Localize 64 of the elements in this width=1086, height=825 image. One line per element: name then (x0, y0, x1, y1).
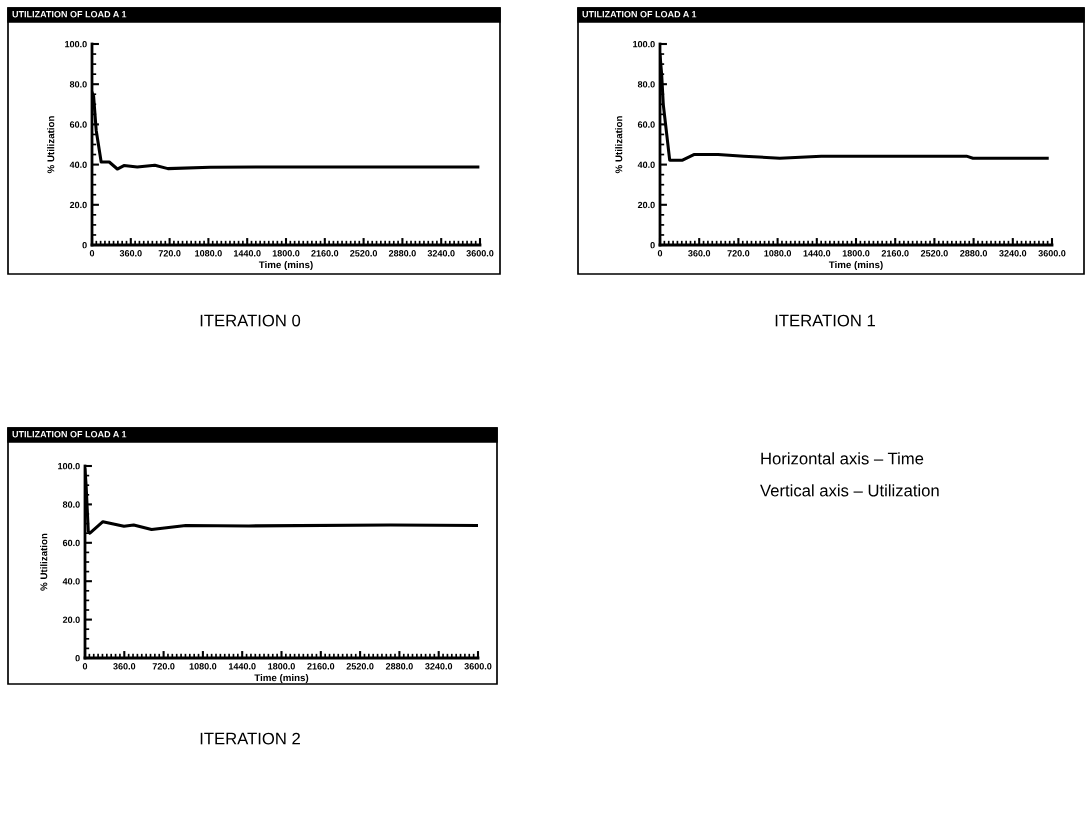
y-tick-label: 100.0 (58, 462, 80, 470)
y-tick-label: 20.0 (637, 201, 655, 209)
chart-title: UTILIZATION OF LOAD A 1 (582, 11, 697, 18)
x-tick-label: 1080.0 (764, 250, 792, 257)
y-tick-label: 100.0 (65, 40, 87, 48)
y-tick-label: 0 (75, 654, 80, 662)
x-tick-label: 720.0 (152, 663, 175, 670)
x-tick-label: 3600.0 (466, 250, 494, 257)
x-tick-label: 3240.0 (427, 250, 455, 257)
y-tick-label: 60.0 (637, 121, 655, 128)
x-tick-label: 1800.0 (272, 250, 300, 257)
x-tick-label: 2520.0 (350, 250, 378, 257)
y-tick-label: 20.0 (62, 616, 80, 623)
y-tick-label: 40.0 (637, 161, 655, 168)
x-tick-label: 3600.0 (1038, 250, 1066, 257)
x-tick-label: 2160.0 (311, 250, 339, 257)
x-tick-label: 2880.0 (960, 250, 988, 257)
y-axis-title: % Utilization (40, 533, 48, 591)
x-tick-label: 2520.0 (346, 663, 374, 670)
x-tick-label: 1440.0 (233, 250, 261, 257)
y-tick-label: 20.0 (69, 201, 87, 209)
y-tick-label: 80.0 (637, 81, 655, 88)
x-tick-label: 1440.0 (228, 663, 256, 670)
x-tick-label: 3240.0 (999, 250, 1027, 257)
y-tick-label: 80.0 (62, 501, 80, 508)
y-tick-label: 60.0 (69, 121, 87, 128)
x-axis-title: Time (mins) (828, 261, 883, 271)
x-tick-label: 1080.0 (189, 663, 217, 670)
x-tick-label: 360.0 (688, 250, 711, 257)
chart-title: UTILIZATION OF LOAD A 1 (12, 11, 127, 18)
y-axis-title: % Utilization (47, 116, 55, 174)
x-tick-label: 720.0 (158, 250, 181, 257)
y-tick-label: 0 (82, 241, 87, 249)
text: ITERATION 1 (775, 314, 875, 327)
chart-title: UTILIZATION OF LOAD A 1 (12, 431, 127, 438)
x-axis-title: Time (mins) (258, 261, 313, 271)
x-tick-label: 0 (657, 250, 663, 257)
x-tick-label: 0 (89, 250, 95, 257)
x-tick-label: 2160.0 (307, 663, 335, 670)
x-tick-label: 2520.0 (920, 250, 948, 257)
x-tick-label: 1800.0 (842, 250, 870, 257)
y-tick-label: 40.0 (62, 578, 80, 585)
x-tick-label: 2160.0 (881, 250, 909, 257)
x-tick-label: 3600.0 (464, 663, 492, 670)
x-tick-label: 1800.0 (268, 663, 295, 670)
x-tick-label: 360.0 (113, 663, 136, 670)
y-tick-label: 60.0 (62, 539, 80, 547)
x-tick-label: 360.0 (119, 250, 142, 257)
y-tick-label: 80.0 (69, 81, 87, 88)
x-tick-label: 3240.0 (425, 663, 453, 670)
y-axis-title: % Utilization (615, 116, 623, 174)
x-axis-title: Time (mins) (254, 674, 309, 684)
x-tick-label: 720.0 (727, 250, 750, 257)
x-tick-label: 1080.0 (195, 250, 222, 257)
text: Horizontal axis – Time (761, 452, 924, 465)
text: ITERATION 0 (200, 314, 301, 327)
x-tick-label: 1440.0 (803, 250, 831, 257)
y-tick-label: 100.0 (633, 40, 655, 48)
text: Vertical axis – Utilization (760, 484, 939, 497)
y-tick-label: 0 (650, 241, 655, 249)
x-tick-label: 2880.0 (385, 663, 413, 670)
x-tick-label: 2880.0 (388, 250, 416, 257)
y-tick-label: 40.0 (69, 161, 87, 168)
text: ITERATION 2 (200, 732, 300, 745)
